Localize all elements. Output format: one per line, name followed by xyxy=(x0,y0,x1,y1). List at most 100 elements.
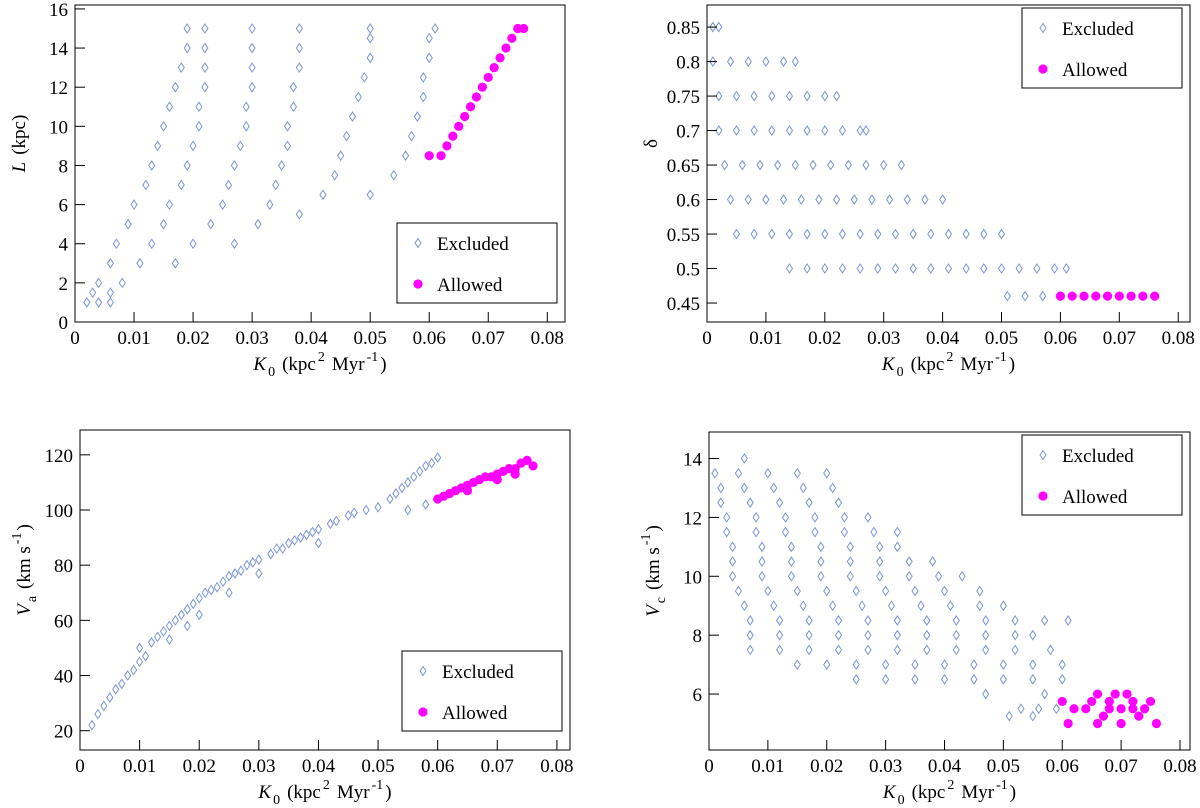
point xyxy=(189,238,197,250)
point xyxy=(195,120,203,132)
point xyxy=(189,140,197,152)
point xyxy=(909,228,917,240)
point xyxy=(952,615,960,626)
point xyxy=(805,615,813,626)
series xyxy=(88,452,442,731)
point xyxy=(266,199,274,210)
y-tick-label: 0.7 xyxy=(676,122,700,143)
x-axis-label: K 0 (kpc 2 Myr -1) xyxy=(252,350,386,380)
point xyxy=(366,189,374,201)
point xyxy=(787,570,796,582)
point xyxy=(823,467,831,479)
legend-marker xyxy=(1038,491,1048,501)
y-tick-label: 0.6 xyxy=(676,191,700,212)
point xyxy=(940,659,949,671)
point xyxy=(793,585,801,597)
point xyxy=(1011,644,1019,656)
point xyxy=(195,101,203,113)
point xyxy=(366,23,374,34)
y-tick-label: 0 xyxy=(59,313,69,334)
point xyxy=(1052,703,1060,715)
point xyxy=(785,228,794,240)
point xyxy=(799,482,807,494)
point xyxy=(817,541,825,553)
point xyxy=(1104,696,1114,707)
point xyxy=(1029,673,1037,685)
label-part: 0 xyxy=(898,793,905,808)
point xyxy=(1092,689,1103,699)
point xyxy=(230,238,238,250)
x-tick-label: 0.07 xyxy=(1104,756,1137,777)
legend-label: Allowed xyxy=(1062,487,1128,508)
x-tick-label: 0.02 xyxy=(176,328,209,349)
point xyxy=(738,159,746,171)
point xyxy=(201,23,209,34)
point xyxy=(189,598,197,610)
label-part: ) xyxy=(1009,354,1015,375)
y-axis-label: δ xyxy=(641,139,662,148)
y-tick-label: 120 xyxy=(45,446,74,467)
point xyxy=(897,159,905,171)
y-tick-label: 12 xyxy=(49,78,68,99)
point xyxy=(136,656,144,668)
point xyxy=(834,497,843,509)
x-tick-label: 0.08 xyxy=(531,328,564,349)
point xyxy=(723,526,731,538)
x-tick-label: 0.04 xyxy=(926,328,960,349)
point xyxy=(1029,659,1037,671)
y-tick-label: 4 xyxy=(59,235,69,256)
point xyxy=(856,263,864,274)
point xyxy=(224,179,233,191)
point xyxy=(183,160,191,171)
point xyxy=(856,228,864,240)
point xyxy=(489,63,499,73)
point xyxy=(976,600,984,612)
y-tick-label: 0.55 xyxy=(667,225,700,246)
point xyxy=(410,471,418,483)
point xyxy=(106,692,114,703)
x-tick-label: 0.02 xyxy=(183,756,216,777)
y-tick-label: 2 xyxy=(59,274,69,295)
point xyxy=(962,263,970,274)
point xyxy=(982,688,990,700)
x-tick-label: 0 xyxy=(75,756,85,777)
x-tick-label: 0.03 xyxy=(235,328,268,349)
point xyxy=(923,615,931,626)
point xyxy=(350,507,358,519)
point xyxy=(811,526,819,538)
point xyxy=(838,125,847,136)
y-tick-label: 10 xyxy=(49,117,68,138)
point xyxy=(1057,696,1067,707)
y-tick-label: 14 xyxy=(49,39,69,60)
x-tick-label: 0.05 xyxy=(361,756,394,777)
point xyxy=(248,81,256,93)
point xyxy=(732,125,741,136)
point xyxy=(422,499,430,510)
point xyxy=(781,511,790,523)
label-part: 0 xyxy=(268,365,275,380)
legend-label: Excluded xyxy=(1062,446,1134,467)
series xyxy=(1057,689,1162,729)
point xyxy=(829,482,837,494)
point xyxy=(821,90,829,102)
point xyxy=(242,120,250,132)
point xyxy=(471,92,482,102)
point xyxy=(862,125,870,136)
legend-box xyxy=(1021,7,1183,89)
x-tick-label: 0 xyxy=(70,328,80,349)
point xyxy=(864,511,872,523)
plot-frame xyxy=(74,4,566,323)
point xyxy=(295,23,303,34)
y-tick-label: 100 xyxy=(45,501,74,522)
point xyxy=(723,511,731,523)
point xyxy=(147,637,156,648)
point xyxy=(893,644,901,656)
point xyxy=(165,101,174,113)
point xyxy=(779,194,788,205)
label-part: K xyxy=(257,782,272,803)
label-part: 0 xyxy=(273,793,280,808)
point xyxy=(858,600,866,612)
point xyxy=(715,125,723,136)
point xyxy=(758,556,766,567)
